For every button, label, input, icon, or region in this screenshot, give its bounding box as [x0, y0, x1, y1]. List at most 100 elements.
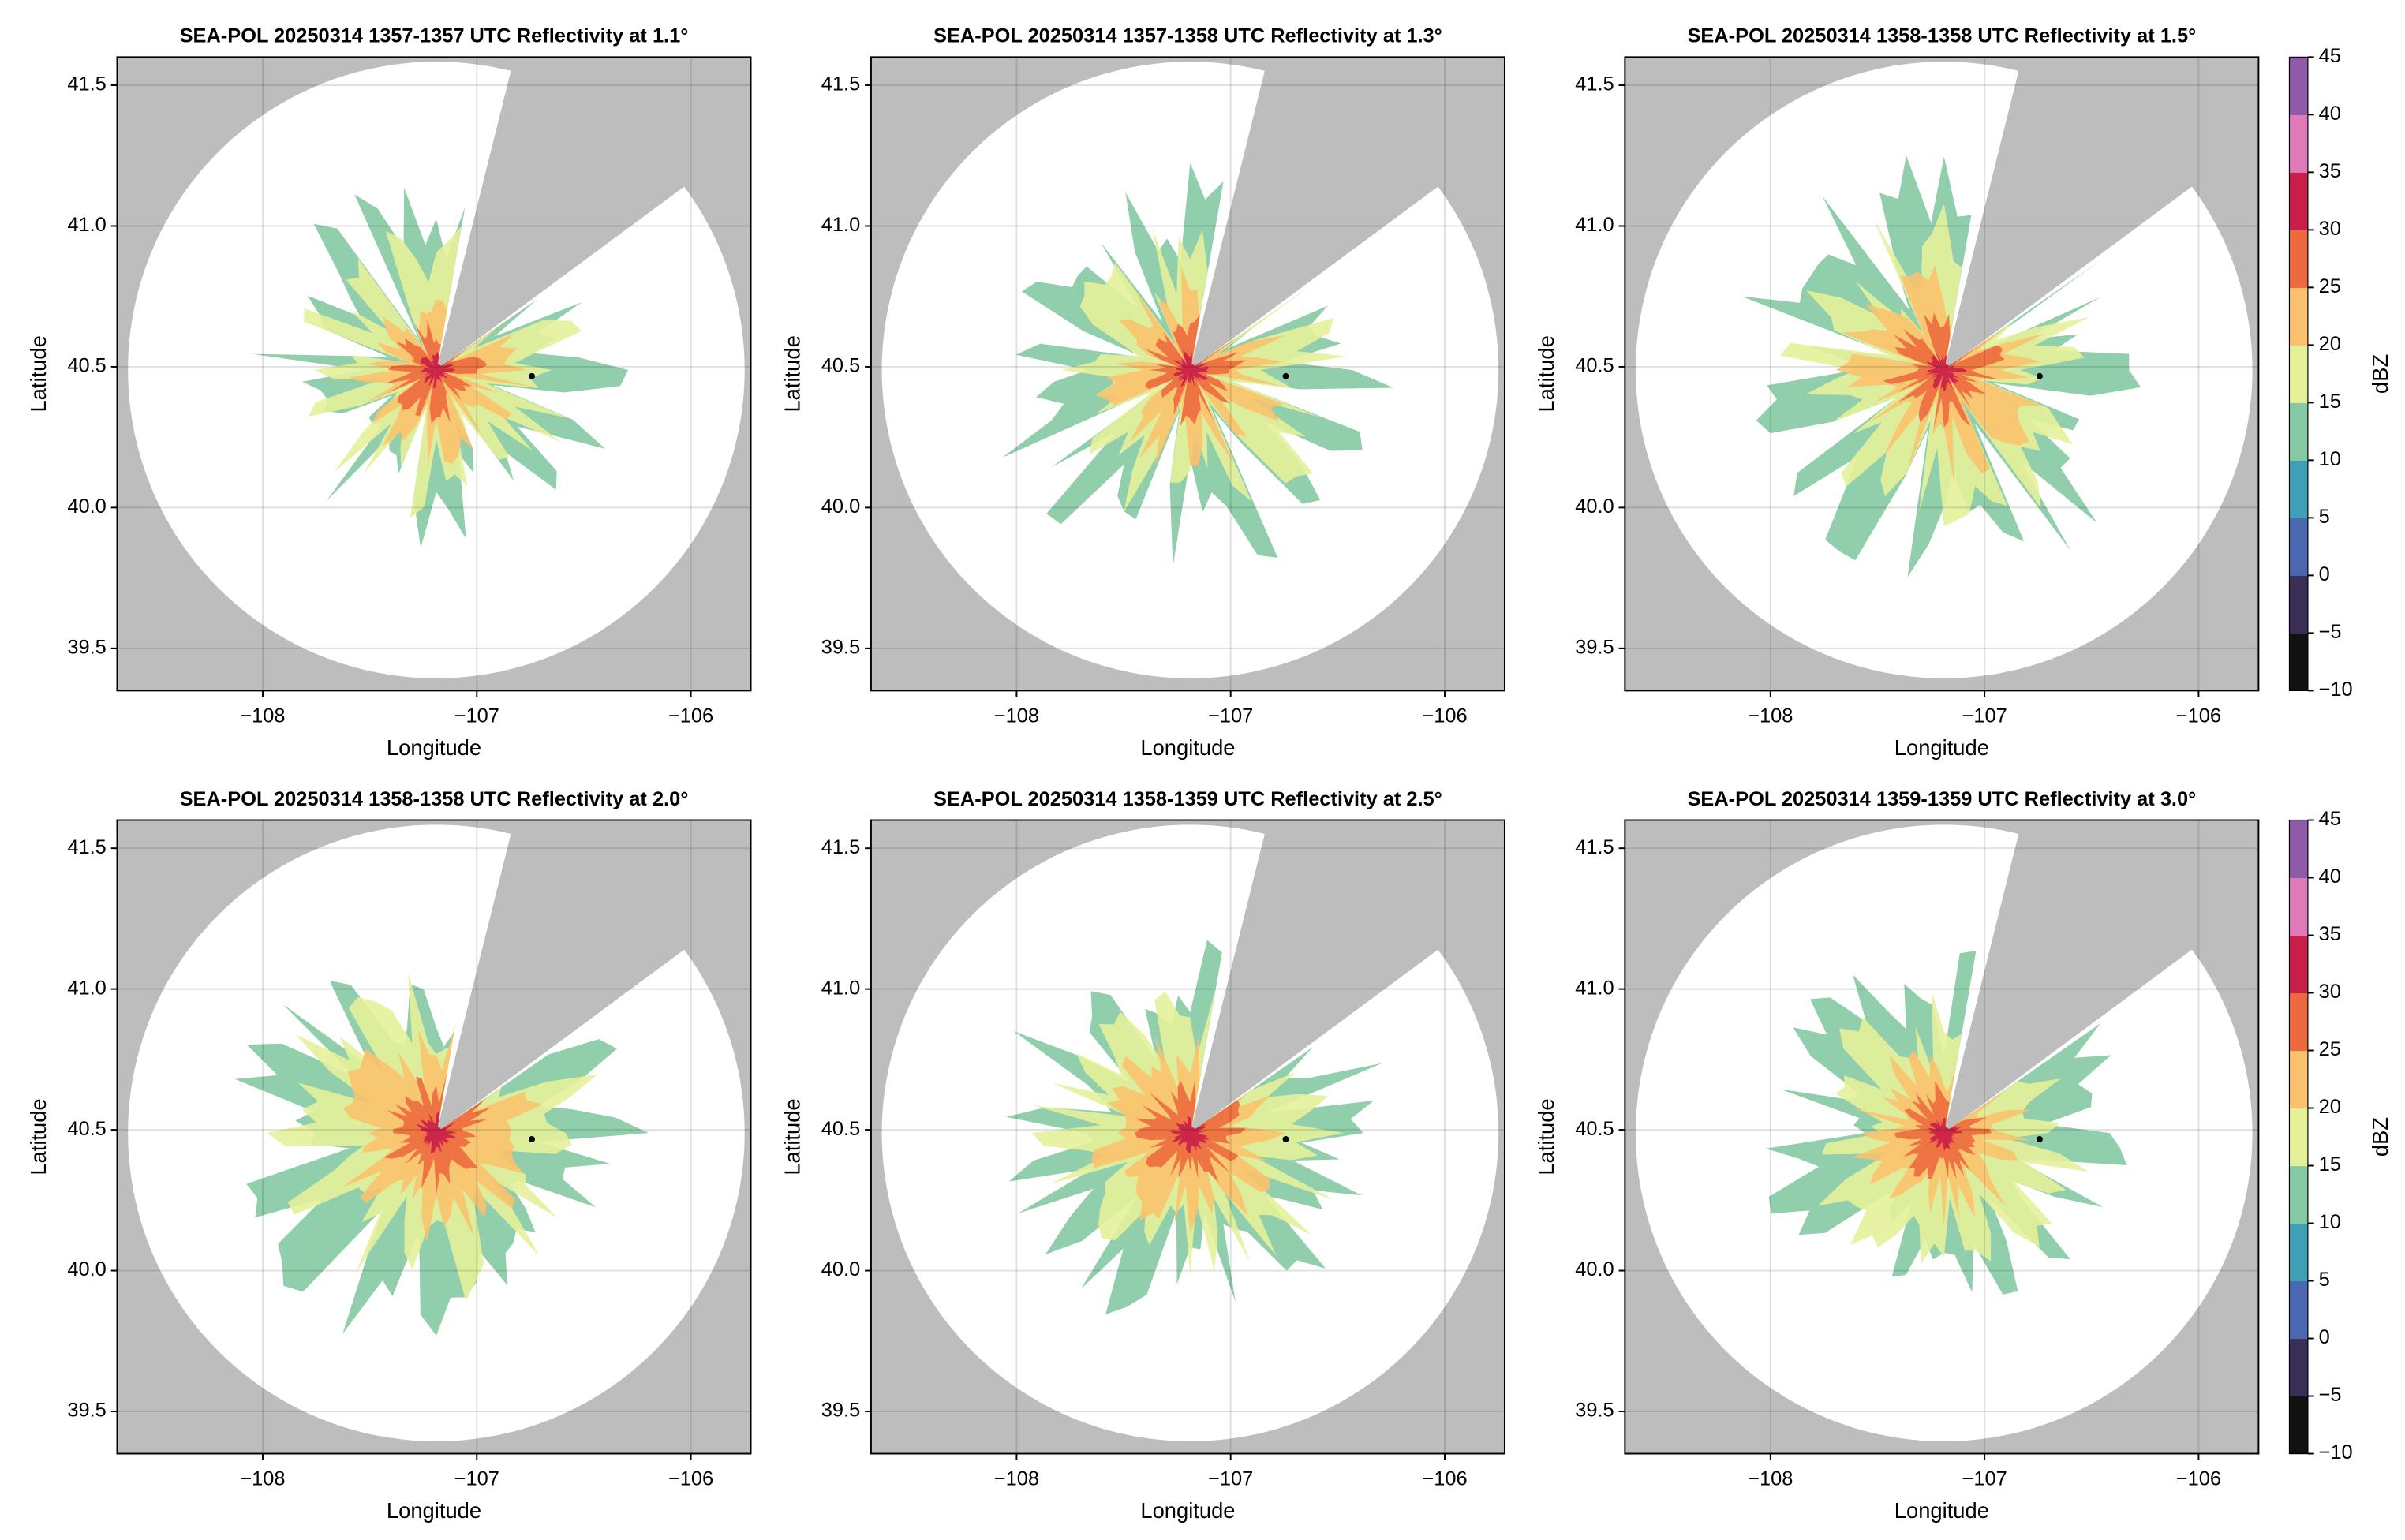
- plot-area: [870, 820, 1505, 1454]
- colorbar-segment: [2289, 1396, 2308, 1455]
- x-tick-label: −107: [1962, 1467, 2007, 1490]
- x-tick-label: −107: [454, 1467, 499, 1490]
- x-tick-label: −106: [2176, 1467, 2221, 1490]
- colorbar-label: dBZ: [2368, 1117, 2392, 1157]
- colorbar-tick-label: 30: [2319, 218, 2341, 240]
- colorbar-segment: [2289, 345, 2308, 403]
- x-tick-label: −108: [1748, 705, 1793, 727]
- plot-area: [1625, 820, 2259, 1454]
- blocked-sector: [436, 820, 751, 1134]
- colorbar-tick-label: 5: [2319, 1269, 2330, 1291]
- x-tick-label: −107: [1962, 705, 2007, 727]
- colorbar-segment: [2289, 877, 2308, 936]
- site-marker: [2037, 372, 2043, 379]
- colorbar-tick-label: 20: [2319, 333, 2341, 355]
- colorbar-segment: [2289, 114, 2308, 173]
- x-tick-label: −106: [2176, 705, 2221, 727]
- x-tick-label: −107: [454, 705, 499, 727]
- colorbar-tick-label: 40: [2319, 103, 2341, 125]
- y-axis-label: Latitude: [1534, 335, 1558, 412]
- chart-title: SEA-POL 20250314 1358-1358 UTC Reflectiv…: [1687, 25, 2196, 47]
- axes-frame: [116, 56, 752, 692]
- reflectivity-field: [1927, 1117, 1962, 1152]
- y-tick-label: 41.0: [821, 977, 860, 999]
- colorbar-segment: [2289, 57, 2308, 115]
- colorbar-tick-label: −10: [2319, 1441, 2353, 1463]
- x-tick-label: −107: [1208, 1467, 1253, 1490]
- colorbar-tick-label: 15: [2319, 1153, 2341, 1176]
- reflectivity-field: [421, 352, 456, 389]
- y-tick-label: 40.5: [1575, 1118, 1614, 1140]
- reflectivity-field: [416, 1111, 457, 1154]
- colorbar-tick-label: 35: [2319, 160, 2341, 182]
- site-marker: [529, 372, 535, 379]
- colorbar-segment: [2289, 230, 2308, 288]
- x-tick-label: −106: [1422, 1467, 1467, 1490]
- colorbar-tick-label: 30: [2319, 981, 2341, 1003]
- colorbar-segment: [2289, 1338, 2308, 1397]
- panel: −108 −107 −106 39.5 40.0 40.5 41.0 41.5 SEA-POL …: [26, 788, 752, 1523]
- y-axis-label: Latitude: [26, 1098, 50, 1175]
- x-tick-label: −107: [1208, 705, 1253, 727]
- y-tick-label: 41.5: [67, 73, 106, 95]
- y-tick-label: 39.5: [67, 637, 106, 659]
- reflectivity-field: [1924, 352, 1967, 391]
- y-tick-label: 39.5: [1575, 637, 1614, 659]
- colorbar-tick-label: −10: [2319, 678, 2353, 701]
- y-tick-label: 41.5: [67, 836, 106, 858]
- x-tick-label: −108: [994, 705, 1039, 727]
- colorbar-tick-label: 0: [2319, 1326, 2330, 1348]
- panel: −108 −107 −106 39.5 40.0 40.5 41.0 41.5 SEA-POL …: [780, 25, 1505, 760]
- site-marker: [529, 1136, 535, 1142]
- panel: −108 −107 −106 39.5 40.0 40.5 41.0 41.5 SEA-POL …: [1534, 788, 2392, 1523]
- panel: −108 −107 −106 39.5 40.0 40.5 41.0 41.5 SEA-POL …: [1534, 25, 2392, 760]
- chart-title: SEA-POL 20250314 1357-1357 UTC Reflectiv…: [180, 25, 689, 47]
- x-axis-label: Longitude: [1894, 735, 1989, 760]
- y-axis-label: Latitude: [26, 335, 50, 412]
- colorbar-frame: [2288, 56, 2309, 691]
- y-axis-label: Latitude: [1534, 1098, 1558, 1175]
- colorbar-tick-label: 20: [2319, 1096, 2341, 1118]
- y-tick-label: 41.0: [67, 214, 106, 236]
- y-tick-label: 39.5: [821, 1400, 860, 1422]
- colorbar-segment: [2289, 1050, 2308, 1109]
- site-marker: [1282, 1136, 1289, 1142]
- y-tick-label: 41.0: [67, 977, 106, 999]
- colorbar-frame: [2288, 819, 2309, 1455]
- colorbar-tick-label: 25: [2319, 1038, 2341, 1060]
- y-tick-label: 40.0: [821, 1258, 860, 1280]
- y-tick-label: 41.0: [1575, 214, 1614, 236]
- colorbar-tick-label: 40: [2319, 865, 2341, 888]
- colorbar-segment: [2289, 575, 2308, 634]
- chart-title: SEA-POL 20250314 1357-1358 UTC Reflectiv…: [933, 25, 1442, 47]
- axes-frame: [116, 819, 752, 1455]
- y-tick-label: 41.5: [1575, 73, 1614, 95]
- reflectivity-field: [1169, 1116, 1210, 1153]
- y-tick-label: 40.0: [67, 1258, 106, 1280]
- chart-title: SEA-POL 20250314 1358-1359 UTC Reflectiv…: [933, 788, 1442, 810]
- colorbar-segment: [2289, 935, 2308, 994]
- colorbar-tick-label: 0: [2319, 563, 2330, 585]
- colorbar-tick-label: 15: [2319, 391, 2341, 413]
- y-tick-label: 40.5: [67, 355, 106, 377]
- colorbar-tick-label: −5: [2319, 1384, 2342, 1406]
- x-tick-label: −108: [240, 705, 285, 727]
- axes-frame: [1624, 56, 2260, 692]
- colorbar-tick-label: −5: [2319, 621, 2342, 643]
- y-tick-label: 41.5: [821, 73, 860, 95]
- y-tick-label: 40.0: [1575, 1258, 1614, 1280]
- colorbar-segment: [2289, 172, 2308, 230]
- blocked-sector: [436, 57, 751, 370]
- y-tick-label: 41.5: [1575, 836, 1614, 858]
- blocked-sector: [1190, 57, 1505, 370]
- site-marker: [1282, 372, 1289, 379]
- y-tick-label: 39.5: [821, 637, 860, 659]
- y-axis-label: Latitude: [780, 335, 804, 412]
- site-marker: [2037, 1136, 2043, 1142]
- y-tick-label: 41.5: [821, 836, 860, 858]
- chart-title: SEA-POL 20250314 1358-1358 UTC Reflectiv…: [180, 788, 689, 810]
- colorbar-segment: [2289, 992, 2308, 1052]
- colorbar-segment: [2289, 1165, 2308, 1224]
- blocked-sector: [1190, 820, 1505, 1134]
